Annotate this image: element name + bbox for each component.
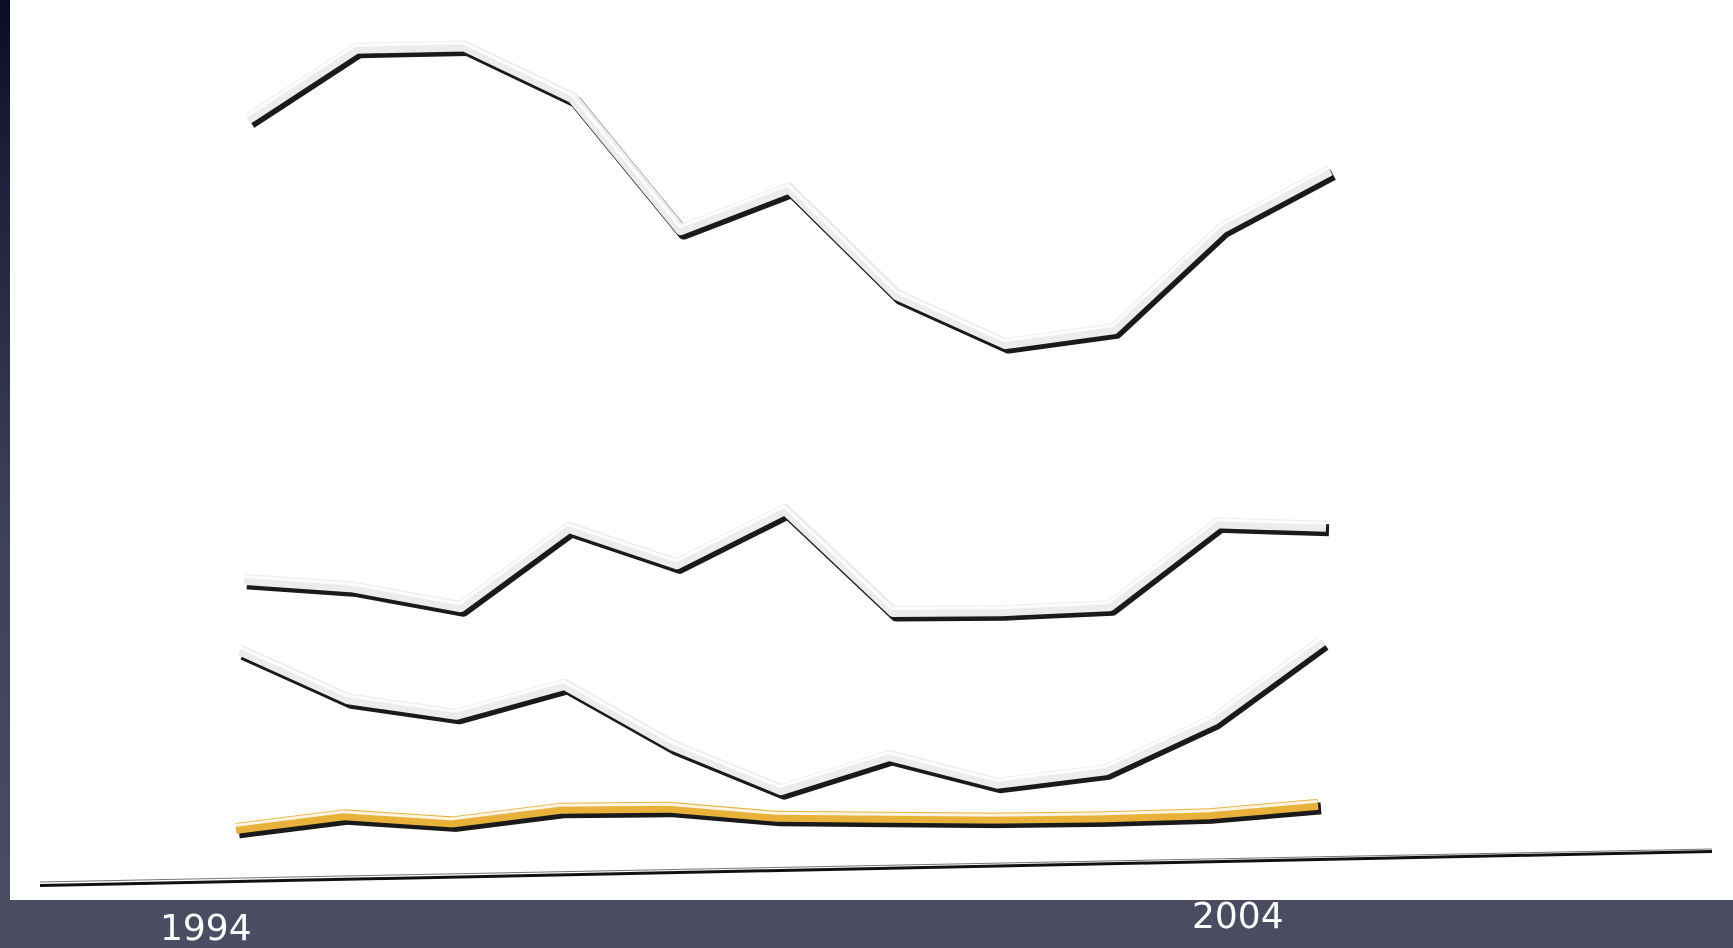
series-4-point-2002 <box>1101 816 1103 818</box>
series-2-point-1998 <box>676 563 678 565</box>
x-tick-label-2004: 2004 <box>1192 896 1284 937</box>
series-2-point-1995 <box>351 586 353 588</box>
series-3-point-1998 <box>672 744 674 746</box>
series-4-point-1994 <box>235 827 237 829</box>
series-2-point-2000 <box>892 611 894 612</box>
series-3-point-1997 <box>564 683 566 685</box>
series-2-point-2004 <box>1325 525 1327 527</box>
series-1-highlight <box>246 41 1330 343</box>
x-tick-label-1994: 1994 <box>160 908 252 948</box>
series-4-point-2004 <box>1317 803 1319 805</box>
series-2-point-2001 <box>1000 610 1002 612</box>
series-3-point-2004 <box>1321 640 1323 642</box>
series-3-point-1994 <box>239 649 241 651</box>
series-4-point-2001 <box>992 817 994 819</box>
series-1-point-1998 <box>680 229 682 231</box>
series-1-point-2000 <box>896 294 898 296</box>
series-2-point-2002 <box>1109 605 1111 607</box>
series-2-highlight <box>242 504 1326 610</box>
floor-axis <box>40 850 1712 887</box>
series-3-point-1999 <box>780 789 782 791</box>
series-layer <box>234 40 1336 839</box>
floor-axis-highlight <box>39 848 1713 883</box>
series-4-point-1999 <box>776 815 778 817</box>
series-1-point-1995 <box>355 47 357 49</box>
series-3-point-2001 <box>996 782 998 784</box>
series-4-point-1998 <box>668 806 670 808</box>
series-4-point-1995 <box>343 814 345 816</box>
series-4-point-1997 <box>560 807 562 809</box>
series-3-point-2002 <box>1105 769 1107 771</box>
series-4-point-1996 <box>451 821 453 823</box>
series-1-point-2004 <box>1329 169 1331 171</box>
series-2-point-1999 <box>784 508 786 510</box>
series-3-point-2000 <box>888 755 890 756</box>
series-4-highlight <box>234 799 1318 827</box>
series-1-point-2001 <box>1004 343 1006 345</box>
series-3-point-2003 <box>1213 719 1215 720</box>
plot-panel <box>10 0 1733 900</box>
series-1-point-1994 <box>247 118 249 120</box>
series-4-point-2000 <box>884 816 886 818</box>
series-2-point-1997 <box>568 526 570 528</box>
series-1-point-1997 <box>572 97 574 99</box>
series-1-point-1996 <box>463 45 465 47</box>
series-3-highlight <box>238 636 1322 789</box>
series-2-point-1994 <box>243 578 245 580</box>
series-3-point-1996 <box>455 713 457 715</box>
series-1-point-1999 <box>788 187 790 189</box>
series-4-point-2003 <box>1209 813 1211 815</box>
series-1-point-2002 <box>1113 328 1115 330</box>
series-2-point-2003 <box>1217 522 1219 524</box>
series-2-point-1996 <box>459 606 461 608</box>
series-3-point-1995 <box>347 698 349 700</box>
series-1-point-2003 <box>1221 227 1223 229</box>
